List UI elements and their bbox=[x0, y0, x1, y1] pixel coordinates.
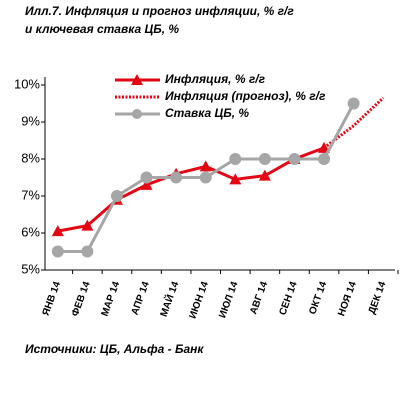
x-tick-label: ДЕК 14 bbox=[367, 280, 389, 316]
y-tick-label: 5% bbox=[21, 261, 40, 276]
x-tick-label: НОЯ 14 bbox=[336, 280, 359, 318]
point-marker bbox=[81, 245, 94, 258]
point-marker bbox=[51, 225, 64, 237]
x-tick-label: АВГ 14 bbox=[248, 280, 270, 316]
point-marker bbox=[140, 178, 153, 190]
chart-title: и ключевая ставка ЦБ, % bbox=[25, 22, 179, 36]
y-tick-label: 10% bbox=[14, 76, 40, 91]
y-tick-label: 6% bbox=[21, 224, 40, 239]
x-tick-label: ЯНВ 14 bbox=[41, 280, 64, 318]
x-tick-label: ИЮН 14 bbox=[187, 280, 211, 320]
point-marker bbox=[288, 153, 301, 165]
x-tick-label: ФЕВ 14 bbox=[70, 280, 93, 318]
chart-title: Илл.7. Инфляция и прогноз инфляции, % г/… bbox=[25, 4, 294, 18]
y-tick-label: 7% bbox=[21, 187, 40, 202]
point-marker bbox=[81, 219, 94, 231]
point-marker bbox=[229, 173, 242, 185]
point-marker bbox=[110, 190, 123, 202]
point-marker bbox=[258, 153, 271, 165]
point-marker bbox=[229, 153, 242, 165]
y-tick-label: 9% bbox=[21, 113, 40, 128]
legend-label: Инфляция (прогноз), % г/г bbox=[165, 89, 326, 103]
point-marker bbox=[51, 245, 64, 258]
x-tick-label: МАЙ 14 bbox=[157, 279, 182, 318]
legend-marker bbox=[131, 74, 143, 85]
series-line bbox=[57, 146, 325, 233]
legend-label: Инфляция, % г/г bbox=[165, 72, 266, 86]
point-marker bbox=[199, 160, 212, 172]
point-marker bbox=[347, 97, 360, 110]
point-marker bbox=[170, 171, 183, 184]
legend-label: Ставка ЦБ, % bbox=[165, 106, 249, 120]
source-note: Источники: ЦБ, Альфа - Банк bbox=[25, 342, 204, 356]
y-tick-label: 8% bbox=[21, 150, 40, 165]
x-tick-label: АПР 14 bbox=[130, 280, 152, 317]
point-marker bbox=[258, 169, 271, 181]
x-tick-label: МАР 14 bbox=[100, 280, 123, 318]
point-marker bbox=[140, 171, 153, 184]
x-tick-label: СЕН 14 bbox=[277, 280, 299, 317]
point-marker bbox=[318, 153, 331, 165]
legend-marker bbox=[132, 109, 142, 119]
x-tick-label: ОКТ 14 bbox=[307, 280, 329, 316]
x-tick-label: ИЮЛ 14 bbox=[217, 280, 240, 320]
point-marker bbox=[199, 171, 212, 184]
